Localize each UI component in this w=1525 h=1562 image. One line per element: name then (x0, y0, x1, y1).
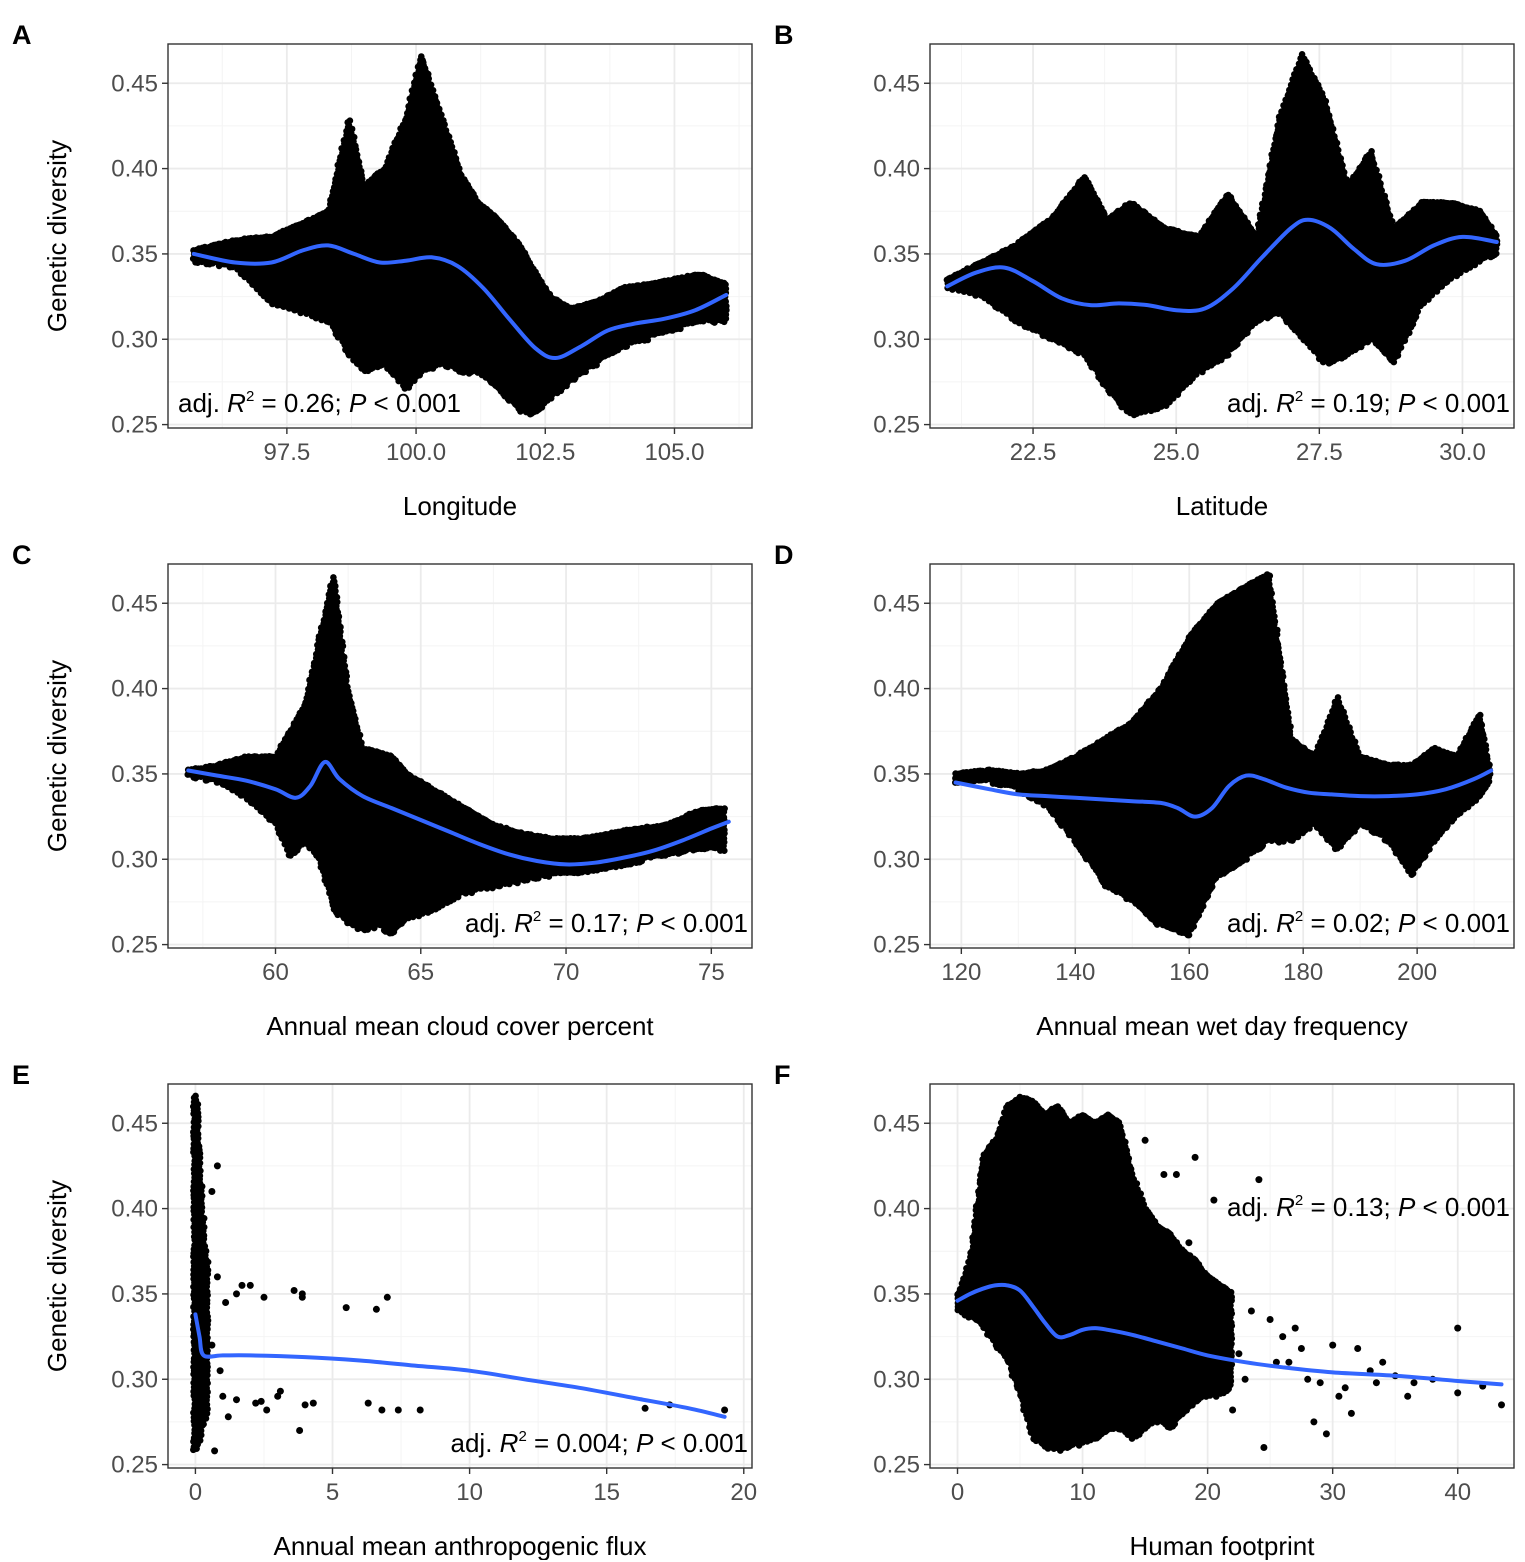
data-points (189, 53, 730, 418)
data-point (358, 175, 366, 183)
data-point (355, 158, 363, 166)
chart-a-svg: 97.5 100.0 102.5 105.00.250.300.350.400.45L… (12, 20, 753, 520)
panel-a: 97.5 100.0 102.5 105.0 0.25 0.30 0.35 0.40 0.45 L… (0, 0, 760, 520)
